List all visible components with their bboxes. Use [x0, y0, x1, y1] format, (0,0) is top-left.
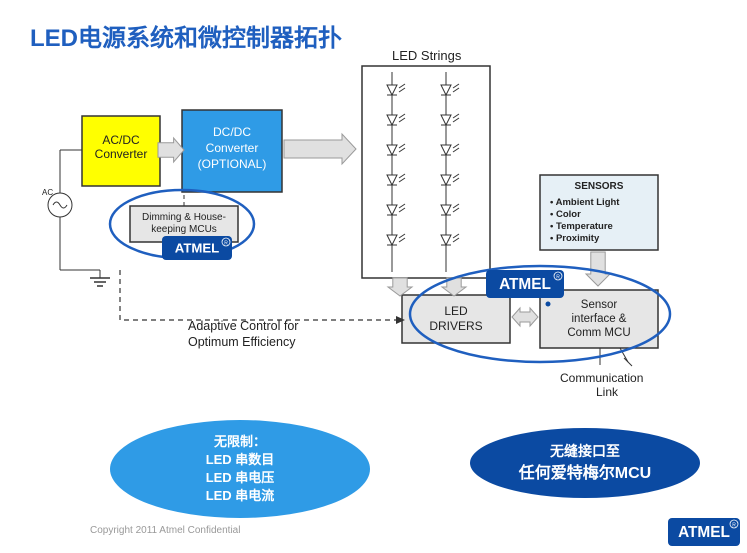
svg-text:AC: AC: [42, 188, 53, 197]
led-strings-box: [362, 66, 490, 278]
svg-text:ATMEL: ATMEL: [678, 524, 730, 541]
svg-text:LED 串数目: LED 串数目: [206, 452, 275, 467]
svg-text:• Ambient Light: • Ambient Light: [550, 197, 620, 208]
svg-text:LED 串电流: LED 串电流: [206, 488, 275, 503]
svg-text:LED: LED: [444, 304, 468, 318]
svg-text:R: R: [732, 523, 736, 529]
svg-text:AC/DC: AC/DC: [102, 133, 140, 147]
svg-text:LED 串电压: LED 串电压: [206, 470, 275, 485]
svg-text:• Temperature: • Temperature: [550, 221, 613, 232]
svg-text:interface &: interface &: [572, 313, 627, 325]
svg-text:Link: Link: [596, 385, 619, 399]
svg-text:Converter: Converter: [95, 147, 148, 161]
svg-text:任何爱特梅尔MCU: 任何爱特梅尔MCU: [518, 463, 651, 482]
svg-text:无缝接口至: 无缝接口至: [549, 443, 620, 459]
svg-text:ATMEL: ATMEL: [499, 276, 551, 293]
svg-text:• Proximity: • Proximity: [550, 233, 600, 244]
svg-text:R: R: [556, 275, 560, 281]
svg-text:Converter: Converter: [206, 141, 259, 155]
svg-text:DRIVERS: DRIVERS: [429, 319, 482, 333]
svg-text:无限制：: 无限制：: [213, 434, 266, 449]
svg-text:Sensor: Sensor: [581, 299, 618, 311]
svg-text:Optimum Efficiency: Optimum Efficiency: [188, 335, 296, 349]
svg-text:LED Strings: LED Strings: [392, 48, 462, 63]
svg-text:DC/DC: DC/DC: [213, 125, 251, 139]
svg-text:Adaptive Control for: Adaptive Control for: [188, 319, 298, 333]
svg-text:R: R: [224, 241, 228, 247]
svg-text:• Color: • Color: [550, 209, 581, 220]
note-ellipse-2: [470, 428, 700, 498]
copyright-text: Copyright 2011 Atmel Confidential: [90, 525, 240, 536]
svg-text:SENSORS: SENSORS: [575, 181, 624, 192]
svg-text:Comm MCU: Comm MCU: [567, 327, 630, 339]
svg-text:(OPTIONAL): (OPTIONAL): [198, 157, 267, 171]
svg-text:ATMEL: ATMEL: [175, 240, 219, 255]
diagram-canvas: ACAC/DCConverterDC/DCConverter(OPTIONAL)…: [0, 0, 747, 553]
svg-text:Communication: Communication: [560, 371, 643, 385]
svg-text:keeping MCUs: keeping MCUs: [151, 224, 217, 235]
svg-text:Dimming & House-: Dimming & House-: [142, 212, 226, 223]
